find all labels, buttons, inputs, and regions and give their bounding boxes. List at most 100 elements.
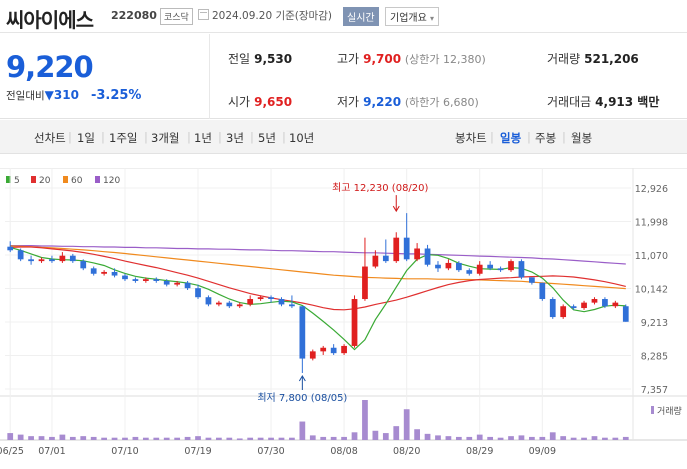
open-label: 시가: [228, 95, 251, 109]
candle-body: [17, 250, 24, 260]
candle-body: [49, 259, 55, 262]
candle-body: [476, 264, 483, 274]
candle-body: [393, 237, 400, 262]
candle-body: [341, 345, 347, 354]
candle-chart-label: 봉차트: [455, 131, 487, 145]
candle-body: [539, 282, 546, 300]
candle-daily[interactable]: 일봉: [500, 131, 522, 145]
x-tick-label: 08/29: [466, 446, 493, 457]
volume-bar: [529, 436, 535, 440]
candle-body: [414, 248, 420, 260]
x-tick-label: 09/09: [529, 446, 556, 457]
high-value: 9,700: [363, 52, 402, 66]
candle-body: [424, 248, 431, 265]
candle-body: [570, 306, 577, 309]
candle-body: [602, 299, 608, 307]
candle-body: [142, 279, 149, 281]
candle-body: [382, 255, 389, 262]
range-1y[interactable]: 1년: [194, 131, 212, 145]
candle-body: [236, 304, 243, 307]
volume-bar: [445, 436, 452, 440]
range-1w[interactable]: 1주일: [109, 131, 138, 145]
line-chart-label: 선차트: [34, 131, 66, 145]
volume-bar: [195, 436, 201, 440]
x-tick-label: 07/19: [184, 446, 211, 457]
prev-close-value: 9,530: [254, 52, 293, 66]
range-3y[interactable]: 3년: [226, 131, 244, 145]
company-info-button[interactable]: 기업개요 ▾: [385, 7, 440, 26]
x-tick-label: 07/10: [111, 446, 138, 457]
candle-body: [7, 246, 14, 251]
separator: |: [68, 130, 72, 144]
separator: |: [250, 130, 254, 144]
candle-weekly[interactable]: 주봉: [535, 131, 557, 145]
high-arrow-head: [392, 205, 400, 213]
candle-body: [581, 302, 587, 309]
candle-body: [455, 262, 462, 271]
range-3m[interactable]: 3개월: [151, 131, 180, 145]
candle-body: [330, 347, 337, 354]
volume-bar: [153, 437, 160, 440]
legend-swatch: [31, 176, 36, 183]
x-tick-label: 06/25: [0, 446, 24, 457]
candle-body: [445, 262, 452, 269]
volume-bar: [163, 437, 170, 440]
volume-bar: [476, 434, 483, 440]
candle-body: [403, 237, 410, 260]
volume-bar: [320, 436, 327, 440]
candle-body: [309, 351, 316, 359]
candle-body: [612, 302, 619, 307]
high-price: 고가 9,700 (상한가 12,380): [337, 50, 486, 67]
range-10y[interactable]: 10년: [289, 131, 315, 145]
range-1d[interactable]: 1일: [77, 131, 95, 145]
candle-body: [205, 297, 212, 305]
volume-value: 521,206: [584, 52, 639, 66]
candle-body: [195, 288, 201, 298]
legend-label: 120: [103, 176, 120, 186]
change-percent: -3.25%: [90, 88, 142, 103]
volume-bar: [341, 436, 347, 440]
x-tick-label: 08/20: [393, 446, 420, 457]
volume-bar: [226, 437, 233, 440]
volume-bar: [424, 433, 431, 440]
volume-label: 거래량: [547, 52, 581, 66]
high-label: 고가: [337, 52, 360, 66]
candle-body: [101, 271, 107, 274]
volume-bar: [455, 436, 462, 440]
stock-header: 씨아이에스 222080 코스닥 2024.09.20 기준(장마감) 실시간 …: [0, 0, 687, 33]
stock-name: 씨아이에스: [6, 8, 94, 32]
volume-bar: [497, 437, 504, 440]
volume-bar: [257, 437, 264, 440]
low-arrow-head: [298, 375, 306, 382]
candle-body: [591, 299, 598, 303]
separator: |: [527, 130, 531, 144]
separator: |: [101, 130, 105, 144]
volume-bar: [289, 437, 295, 440]
candlestick-chart[interactable]: 5 20 60 120 12,926 11,998 11,070 10,142 9,213 8,2…: [0, 168, 687, 469]
separator: |: [187, 130, 191, 144]
volume-bar: [69, 436, 76, 440]
stock-code: 222080: [111, 9, 157, 22]
volume-bar: [549, 432, 556, 440]
volume-bar: [591, 436, 598, 440]
volume-bar: [382, 433, 389, 440]
x-tick-label: 07/30: [257, 446, 284, 457]
candle-body: [174, 282, 181, 285]
candle-body: [518, 261, 525, 278]
volume-bar: [309, 435, 316, 440]
volume-bar: [205, 437, 212, 440]
y-tick-label: 7,357: [641, 385, 668, 396]
legend-swatch: [6, 176, 11, 183]
down-arrow-icon: ▼: [44, 88, 54, 102]
range-5y[interactable]: 5년: [258, 131, 276, 145]
turnover: 거래대금 4,913 백만: [547, 93, 659, 110]
y-tick-label: 11,998: [635, 217, 668, 228]
market-badge: 코스닥: [160, 8, 193, 25]
candle-monthly[interactable]: 월봉: [571, 131, 593, 145]
realtime-button[interactable]: 실시간: [343, 7, 379, 26]
low-annotation: 최저 7,800 (08/05): [257, 392, 347, 404]
volume-bar: [518, 435, 525, 440]
separator: |: [144, 130, 148, 144]
open-price: 시가 9,650: [228, 93, 292, 110]
low-value: 9,220: [363, 95, 402, 109]
